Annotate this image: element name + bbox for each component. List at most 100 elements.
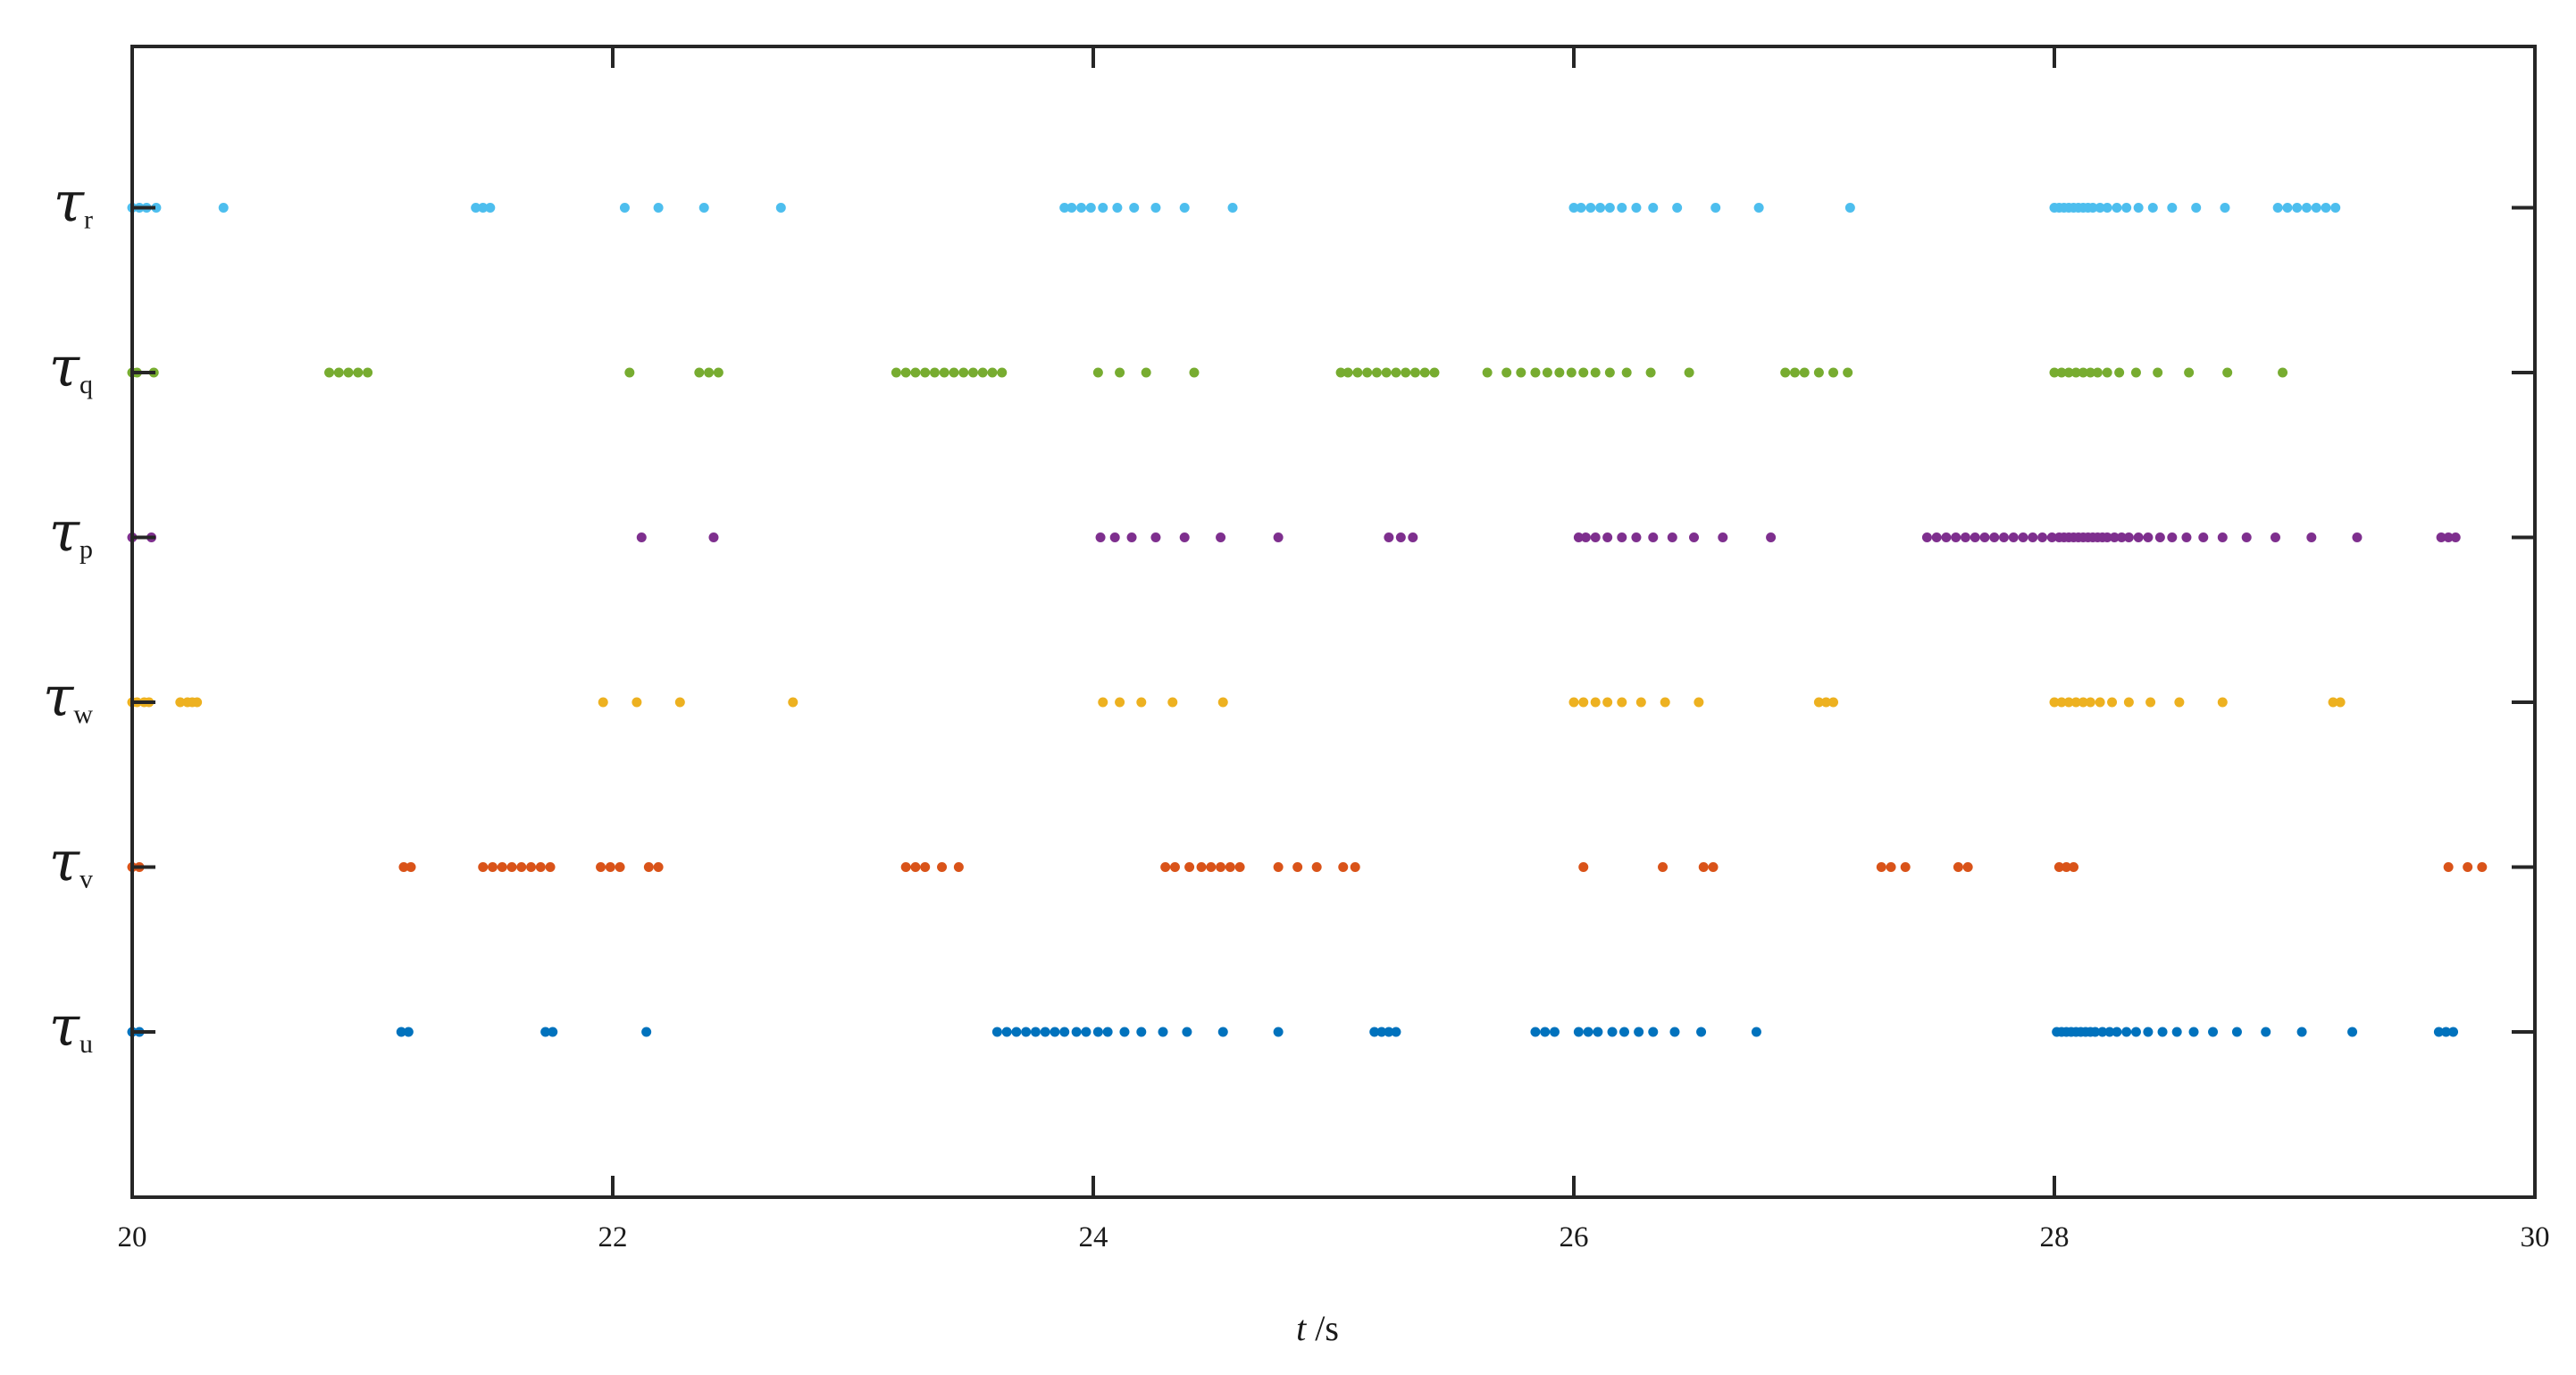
event-point-u xyxy=(2112,1027,2122,1037)
event-point-q xyxy=(891,367,901,378)
event-point-r xyxy=(2321,203,2331,213)
event-point-p xyxy=(708,532,719,542)
event-point-q xyxy=(939,367,949,378)
x-axis-label-var: t xyxy=(1296,1308,1307,1348)
event-point-p xyxy=(2217,532,2228,542)
event-point-u xyxy=(1158,1027,1168,1037)
event-point-v xyxy=(1900,862,1911,872)
event-point-w xyxy=(2123,697,2134,708)
event-point-p xyxy=(1602,532,1613,542)
event-point-w xyxy=(1820,697,1831,708)
event-point-v xyxy=(2463,862,2473,872)
event-point-p xyxy=(1109,532,1120,542)
event-point-u xyxy=(2157,1027,2168,1037)
event-point-q xyxy=(1092,367,1103,378)
series-p xyxy=(127,532,2461,542)
event-point-w xyxy=(1167,697,1178,708)
event-point-p xyxy=(2102,532,2112,542)
event-point-u xyxy=(1573,1027,1584,1037)
event-point-q xyxy=(333,367,344,378)
series-u xyxy=(127,1027,2459,1037)
event-point-v xyxy=(1196,862,1207,872)
event-point-r xyxy=(1059,203,1070,213)
event-point-u xyxy=(1369,1027,1380,1037)
data-points-layer xyxy=(127,203,2488,1037)
event-point-q xyxy=(1604,367,1615,378)
event-point-p xyxy=(1590,532,1601,542)
event-point-p xyxy=(1273,532,1284,542)
event-point-r xyxy=(1098,203,1108,213)
event-point-q xyxy=(713,367,723,378)
event-point-v xyxy=(1578,862,1589,872)
event-point-v xyxy=(535,862,546,872)
event-point-q xyxy=(1799,367,1810,378)
event-point-q xyxy=(1645,367,1656,378)
event-point-w xyxy=(1694,697,1704,708)
event-point-r xyxy=(619,203,630,213)
event-point-w xyxy=(2056,697,2067,708)
event-point-p xyxy=(2018,532,2028,542)
event-point-p xyxy=(1960,532,1970,542)
event-point-r xyxy=(1753,203,1764,213)
event-point-v xyxy=(545,862,556,872)
event-point-q xyxy=(1189,367,1200,378)
event-point-w xyxy=(598,697,608,708)
event-point-v xyxy=(1338,862,1349,872)
event-point-u xyxy=(1607,1027,1618,1037)
event-point-u xyxy=(1050,1027,1060,1037)
event-point-r xyxy=(2102,203,2112,213)
event-point-v xyxy=(1953,862,1963,872)
event-point-u xyxy=(1136,1027,1147,1037)
event-point-v xyxy=(1311,862,1322,872)
event-point-w xyxy=(631,697,642,708)
event-point-q xyxy=(1409,367,1420,378)
event-point-p xyxy=(2154,532,2165,542)
event-point-r xyxy=(2292,203,2303,213)
series-r xyxy=(127,203,2341,213)
event-point-v xyxy=(615,862,625,872)
x-tick-label: 30 xyxy=(2521,1221,2550,1253)
event-point-p xyxy=(1951,532,1961,542)
series-q xyxy=(127,367,2288,378)
event-point-q xyxy=(987,367,998,378)
event-point-q xyxy=(1843,367,1853,378)
event-point-q xyxy=(1566,367,1577,378)
event-point-q xyxy=(1381,367,1392,378)
event-point-q xyxy=(920,367,931,378)
event-point-q xyxy=(2085,367,2095,378)
event-point-r xyxy=(2133,203,2144,213)
event-point-q xyxy=(353,367,364,378)
event-point-r xyxy=(2301,203,2312,213)
event-point-p xyxy=(2008,532,2019,542)
event-point-u xyxy=(1583,1027,1593,1037)
event-point-q xyxy=(2092,367,2103,378)
x-tick-label: 28 xyxy=(2040,1221,2070,1253)
event-point-v xyxy=(1273,862,1284,872)
event-point-p xyxy=(2436,532,2446,542)
event-point-v xyxy=(1886,862,1896,872)
event-point-q xyxy=(1352,367,1363,378)
y-tick-subscript: r xyxy=(84,205,93,235)
event-point-u xyxy=(641,1027,652,1037)
event-point-p xyxy=(2143,532,2154,542)
event-point-w xyxy=(1590,697,1601,708)
event-point-q xyxy=(1621,367,1632,378)
event-point-q xyxy=(624,367,635,378)
y-tick-subscript: q xyxy=(79,370,93,399)
x-tick-label: 26 xyxy=(1560,1221,1589,1253)
event-point-w xyxy=(1217,697,1228,708)
event-point-v xyxy=(900,862,911,872)
event-point-v xyxy=(516,862,527,872)
event-point-u xyxy=(1540,1027,1551,1037)
event-point-v xyxy=(910,862,921,872)
event-point-v xyxy=(526,862,537,872)
event-point-q xyxy=(2184,367,2195,378)
event-point-u xyxy=(2347,1027,2358,1037)
event-point-u xyxy=(1648,1027,1659,1037)
event-point-u xyxy=(1182,1027,1192,1037)
event-point-r xyxy=(1595,203,1606,213)
event-point-v xyxy=(1206,862,1217,872)
event-point-r xyxy=(1085,203,1096,213)
event-point-q xyxy=(1516,367,1526,378)
event-point-w xyxy=(1578,697,1589,708)
